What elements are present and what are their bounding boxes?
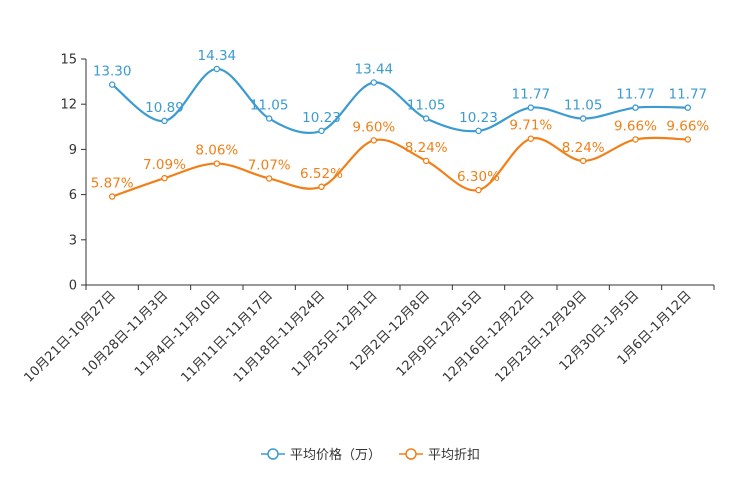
data-label: 7.09% xyxy=(143,157,186,173)
data-label: 5.87% xyxy=(91,176,134,192)
data-label: 7.07% xyxy=(248,157,291,173)
data-label: 10.89 xyxy=(145,100,184,116)
x-tick-label: 12月23日-12月29日 xyxy=(493,288,590,385)
y-tick-label: 6 xyxy=(69,188,77,203)
y-tick-label: 3 xyxy=(69,233,77,248)
data-point[interactable] xyxy=(527,104,535,111)
series-1: 5.87% 7.09% 8.06% 7.07% 6.52% 9.60% 8.24% 6.30%… xyxy=(91,118,709,200)
data-point[interactable] xyxy=(684,136,692,143)
chart-series-layer: 13.30 10.89 14.34 11.05 10.23 13.44 11.05 10.23… xyxy=(91,48,709,200)
data-label: 10.23 xyxy=(302,110,341,126)
legend-item-1[interactable]: 平均折扣 xyxy=(399,448,480,463)
series-0: 13.30 10.89 14.34 11.05 10.23 13.44 11.05 10.23… xyxy=(93,48,708,135)
data-point[interactable] xyxy=(422,157,430,165)
data-label: 13.30 xyxy=(93,64,132,80)
x-tick-label: 11月11日-11月17日 xyxy=(179,288,276,385)
data-point[interactable] xyxy=(318,127,325,135)
data-label: 6.52% xyxy=(300,166,343,182)
data-point[interactable] xyxy=(213,65,221,73)
data-label: 8.24% xyxy=(562,140,605,156)
data-point[interactable] xyxy=(213,160,221,167)
data-point[interactable] xyxy=(684,104,692,111)
data-point[interactable] xyxy=(475,127,482,135)
data-point[interactable] xyxy=(370,137,378,144)
data-label: 14.34 xyxy=(198,48,237,64)
data-label: 9.66% xyxy=(614,118,657,134)
data-point[interactable] xyxy=(265,115,273,122)
chart-axes: 0369121510月21日-10月27日10月28日-11月3日11月4日-1… xyxy=(22,53,715,386)
chart-legend[interactable]: 平均价格（万） 平均折扣 xyxy=(261,447,480,463)
data-label: 6.30% xyxy=(457,169,500,185)
legend-marker-icon xyxy=(405,448,417,460)
data-label: 9.71% xyxy=(509,118,552,134)
legend-item-0[interactable]: 平均价格（万） xyxy=(261,447,381,463)
x-tick-label: 12月16日-12月22日 xyxy=(440,288,537,385)
data-label: 11.77 xyxy=(616,87,655,103)
data-point[interactable] xyxy=(475,186,482,194)
x-tick-label: 10月21日-10月27日 xyxy=(22,288,119,385)
data-point[interactable] xyxy=(632,104,639,111)
data-label: 8.06% xyxy=(195,143,238,159)
data-label: 11.05 xyxy=(250,98,289,114)
y-tick-label: 9 xyxy=(69,143,77,158)
data-point[interactable] xyxy=(161,117,168,125)
legend-marker-icon xyxy=(267,448,279,460)
legend-label: 平均折扣 xyxy=(428,448,480,463)
data-label: 8.24% xyxy=(405,140,448,156)
y-tick-label: 12 xyxy=(60,98,77,113)
legend-label: 平均价格（万） xyxy=(290,447,381,463)
data-point[interactable] xyxy=(265,175,273,182)
data-label: 11.77 xyxy=(669,87,708,103)
data-point[interactable] xyxy=(527,135,535,142)
data-point[interactable] xyxy=(108,81,116,88)
data-label: 9.60% xyxy=(352,119,395,135)
data-point[interactable] xyxy=(579,115,587,122)
data-label: 9.66% xyxy=(666,118,709,134)
data-label: 11.05 xyxy=(564,98,603,114)
y-tick-label: 0 xyxy=(69,279,77,294)
data-point[interactable] xyxy=(108,193,116,200)
data-point[interactable] xyxy=(632,136,639,143)
data-label: 10.23 xyxy=(459,110,498,126)
data-point[interactable] xyxy=(318,183,325,191)
data-point[interactable] xyxy=(370,79,378,86)
data-point[interactable] xyxy=(579,157,587,165)
data-label: 11.05 xyxy=(407,98,446,114)
data-point[interactable] xyxy=(422,115,430,122)
data-label: 13.44 xyxy=(355,62,394,78)
data-point[interactable] xyxy=(161,174,168,182)
y-tick-label: 15 xyxy=(60,53,77,68)
data-label: 11.77 xyxy=(512,87,551,103)
x-tick-label: 11月18日-11月24日 xyxy=(231,288,328,385)
